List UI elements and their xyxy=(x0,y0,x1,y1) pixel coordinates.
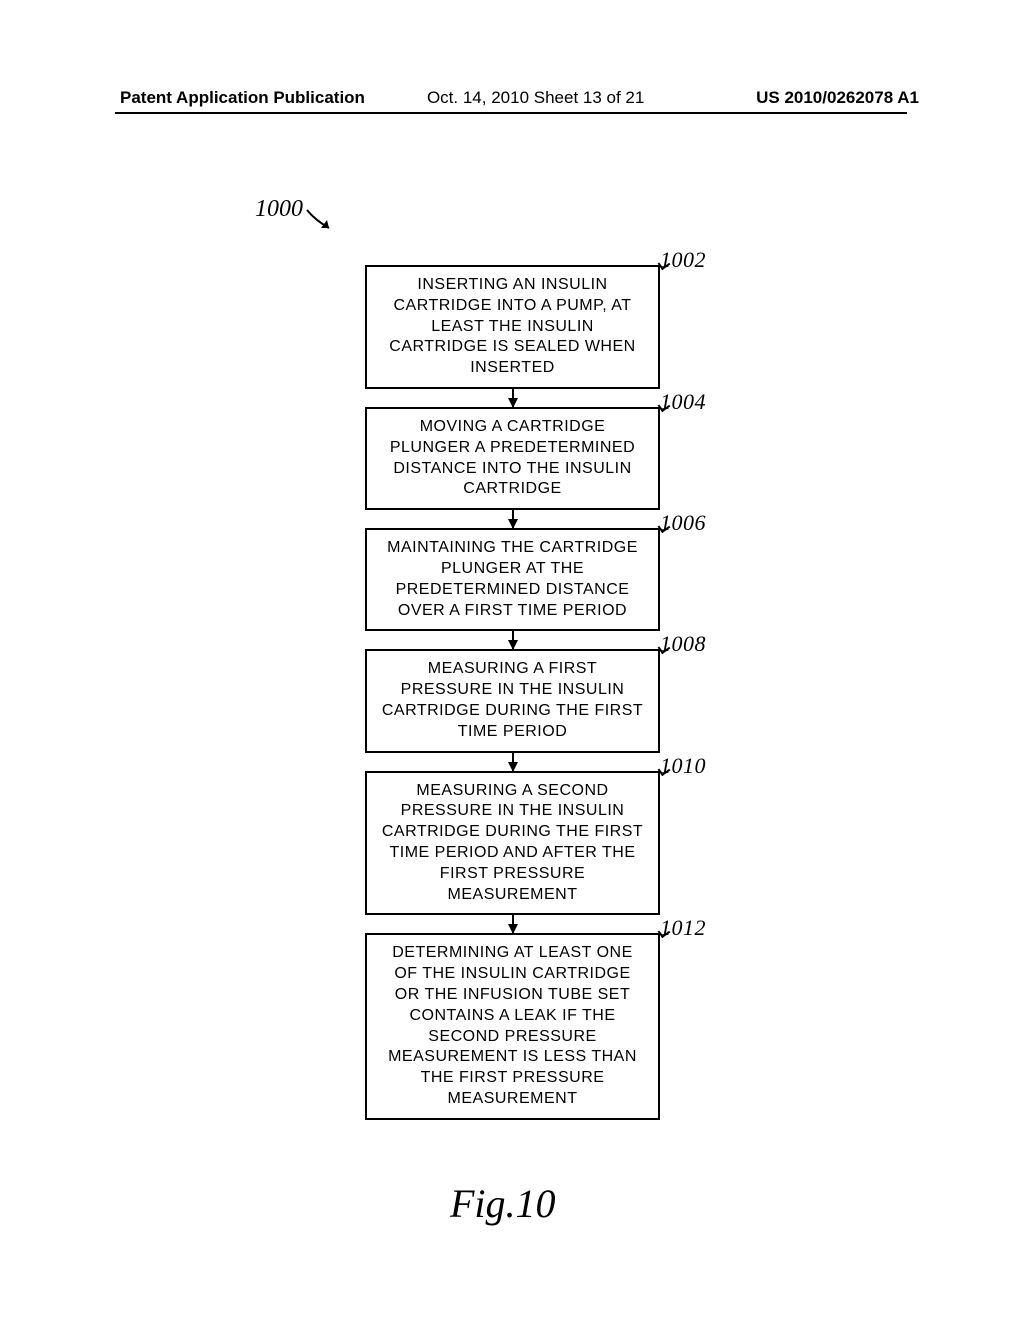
step-label: 1002 xyxy=(660,246,706,275)
step-text: MOVING A CARTRIDGE PLUNGER A PREDETERMIN… xyxy=(390,418,635,497)
header-divider xyxy=(115,112,907,114)
flowchart-connector xyxy=(512,389,514,407)
figure-caption: Fig.10 xyxy=(450,1180,556,1227)
flowchart-step-1002: 1002 INSERTING AN INSULIN CARTRIDGE INTO… xyxy=(365,265,660,389)
page-header: Patent Application Publication Oct. 14, … xyxy=(0,88,1024,108)
header-publication-label: Patent Application Publication xyxy=(120,88,365,108)
step-label: 1008 xyxy=(660,630,706,659)
header-date-sheet: Oct. 14, 2010 Sheet 13 of 21 xyxy=(427,88,644,108)
flowchart-step-1004: 1004 MOVING A CARTRIDGE PLUNGER A PREDET… xyxy=(365,407,660,510)
step-label: 1004 xyxy=(660,388,706,417)
step-text: MAINTAINING THE CARTRIDGE PLUNGER AT THE… xyxy=(387,539,638,618)
header-patent-number: US 2010/0262078 A1 xyxy=(756,88,919,108)
flowchart-step-1012: 1012 DETERMINING AT LEAST ONE OF THE INS… xyxy=(365,933,660,1119)
flowchart-connector xyxy=(512,753,514,771)
flowchart-step-1008: 1008 MEASURING A FIRST PRESSURE IN THE I… xyxy=(365,649,660,752)
step-label: 1006 xyxy=(660,509,706,538)
step-text: DETERMINING AT LEAST ONE OF THE INSULIN … xyxy=(388,944,637,1107)
reference-arrow-icon xyxy=(305,200,345,240)
step-label: 1012 xyxy=(660,914,706,943)
flowchart-step-1010: 1010 MEASURING A SECOND PRESSURE IN THE … xyxy=(365,771,660,916)
flowchart-step-1006: 1006 MAINTAINING THE CARTRIDGE PLUNGER A… xyxy=(365,528,660,631)
flowchart-connector xyxy=(512,510,514,528)
step-label: 1010 xyxy=(660,752,706,781)
flowchart-reference-number: 1000 xyxy=(255,196,303,223)
step-text: INSERTING AN INSULIN CARTRIDGE INTO A PU… xyxy=(389,276,635,376)
flowchart-connector xyxy=(512,631,514,649)
step-text: MEASURING A FIRST PRESSURE IN THE INSULI… xyxy=(382,660,643,739)
step-text: MEASURING A SECOND PRESSURE IN THE INSUL… xyxy=(382,782,643,903)
flowchart-connector xyxy=(512,915,514,933)
flowchart-container: 1002 INSERTING AN INSULIN CARTRIDGE INTO… xyxy=(340,265,685,1120)
